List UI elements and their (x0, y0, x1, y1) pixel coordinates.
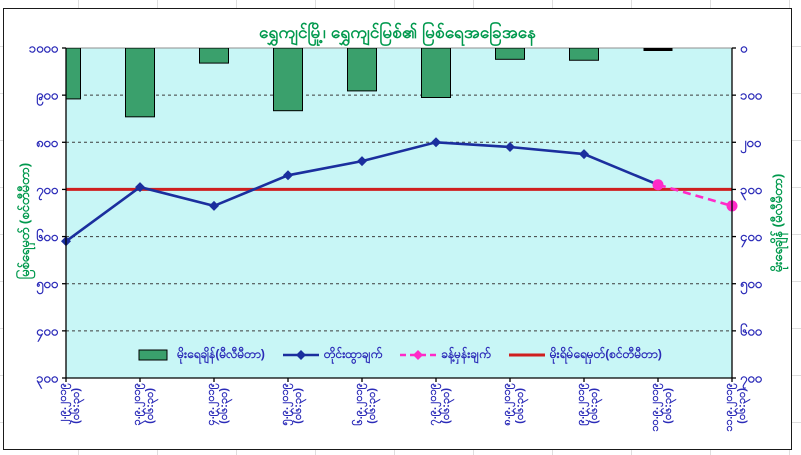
x-axis-tick-label: ၅.၉.၂၀၁၉(၀၆:၃၀) (279, 383, 307, 425)
rainfall-bars (66, 48, 673, 118)
x-axis-tick-label: ၃.၉.၂၀၁၉(၀၆:၃၀) (131, 383, 159, 425)
x-axis-tick-label: ၆.၉.၂၀၁၉(၀၆:၃၀) (352, 383, 381, 425)
rain-bar (495, 48, 525, 60)
rain-bar (273, 48, 303, 112)
x-axis-tick-label: ၁၀.၉.၂၀၁၉(၀၆:၃၀) (649, 383, 677, 432)
plot-area (65, 47, 733, 379)
x-axis-tick-label: ၂.၉.၂၀၁၉(၀၆:၃၀) (57, 383, 85, 425)
right-axis-tick-label: ၄၀၀ (740, 229, 763, 248)
rain-bar (66, 48, 81, 100)
rain-bar (421, 48, 451, 98)
left-axis-tick-label: ၆၀၀ (36, 228, 59, 244)
measured-point (579, 149, 589, 160)
left-axis-tick-label: ၇၀၀ (36, 182, 59, 201)
x-axis-tick-label: ၁၁.၉.၂၀၁၉(၀၆:၃၀) (723, 383, 751, 432)
measured-point (505, 142, 515, 152)
right-axis-tick-label: ၁၀၀ (740, 88, 763, 103)
right-axis-tick-label: ၅၀၀ (740, 276, 763, 295)
left-axis-tick-label: ၈၀၀ (36, 135, 59, 150)
left-axis-tick-label: ၃၀၀ (36, 371, 59, 390)
forecast-point (652, 179, 664, 191)
measured-point (357, 156, 367, 167)
x-axis-tick-label: ၈.၉.၂၀၁၉(၀၆:၃၀) (501, 383, 529, 426)
right-axis-tick-label: ၃၀၀ (740, 182, 763, 201)
left-axis-tick-label: ၄၀၀ (36, 323, 59, 342)
x-axis-tick-label: ၉.၉.၂၀၁၉(၀၆:၃၀) (575, 383, 603, 425)
measured-point (135, 182, 145, 193)
left-axis-tick-label: ၅၀၀ (36, 276, 59, 295)
measured-point (283, 170, 293, 181)
x-axis-tick-label: ၇.၉.၂၀၁၉(၀၆:၃၀) (427, 383, 455, 425)
left-axis-tick-label: ၁၀၀၀ (29, 41, 59, 56)
rain-bar (569, 48, 599, 61)
right-axis-tick-label: ၆၀၀ (740, 322, 763, 338)
measured-point (209, 200, 219, 211)
x-axis-tick-label: ၄.၉.၂၀၁၉(၀၆:၃၀) (205, 383, 233, 425)
right-axis-tick-label: ၂၀၀ (740, 135, 762, 154)
rain-bar (125, 48, 155, 118)
chart-title: ရွှေကျင်မြို့၊ ရွှေကျင်မြစ်၏ မြစ်ရေအခြေအ… (258, 23, 537, 42)
measured-point (431, 137, 441, 148)
right-axis-tick-label: ၇၀၀ (740, 371, 763, 390)
right-axis-tick-label: ၀ (740, 41, 748, 56)
left-axis-tick-label: ၉၀၀ (36, 88, 59, 107)
rain-bar (347, 48, 377, 92)
rain-bar (199, 48, 229, 64)
